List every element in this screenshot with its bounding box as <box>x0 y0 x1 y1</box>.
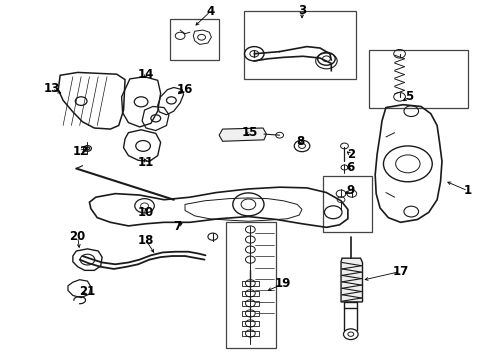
Text: 19: 19 <box>274 278 290 291</box>
Text: 13: 13 <box>44 82 60 95</box>
Text: 20: 20 <box>69 230 86 243</box>
Bar <box>242 281 258 286</box>
Text: 7: 7 <box>173 220 181 233</box>
Bar <box>322 176 371 232</box>
Polygon shape <box>219 128 266 141</box>
Text: 18: 18 <box>138 234 154 247</box>
Text: 17: 17 <box>391 265 408 278</box>
Bar <box>244 11 355 79</box>
Text: 12: 12 <box>73 145 89 158</box>
Text: 1: 1 <box>463 184 471 197</box>
Polygon shape <box>340 258 362 302</box>
Text: 9: 9 <box>346 184 354 197</box>
Bar <box>242 331 258 336</box>
Text: 6: 6 <box>346 161 354 174</box>
Bar <box>242 311 258 316</box>
Text: 14: 14 <box>138 68 154 81</box>
Text: 3: 3 <box>297 4 305 17</box>
Bar <box>170 19 219 60</box>
Bar <box>225 222 276 348</box>
Text: 2: 2 <box>346 148 354 161</box>
Text: 15: 15 <box>241 126 257 139</box>
Text: 8: 8 <box>296 135 304 148</box>
Text: 4: 4 <box>206 5 214 18</box>
Text: 10: 10 <box>138 206 154 219</box>
Text: 21: 21 <box>79 285 96 298</box>
Text: 5: 5 <box>405 90 412 103</box>
Bar <box>368 50 467 108</box>
Bar <box>242 321 258 326</box>
Bar <box>242 301 258 306</box>
Bar <box>242 291 258 296</box>
Text: 16: 16 <box>177 83 193 96</box>
Text: 11: 11 <box>138 156 154 168</box>
